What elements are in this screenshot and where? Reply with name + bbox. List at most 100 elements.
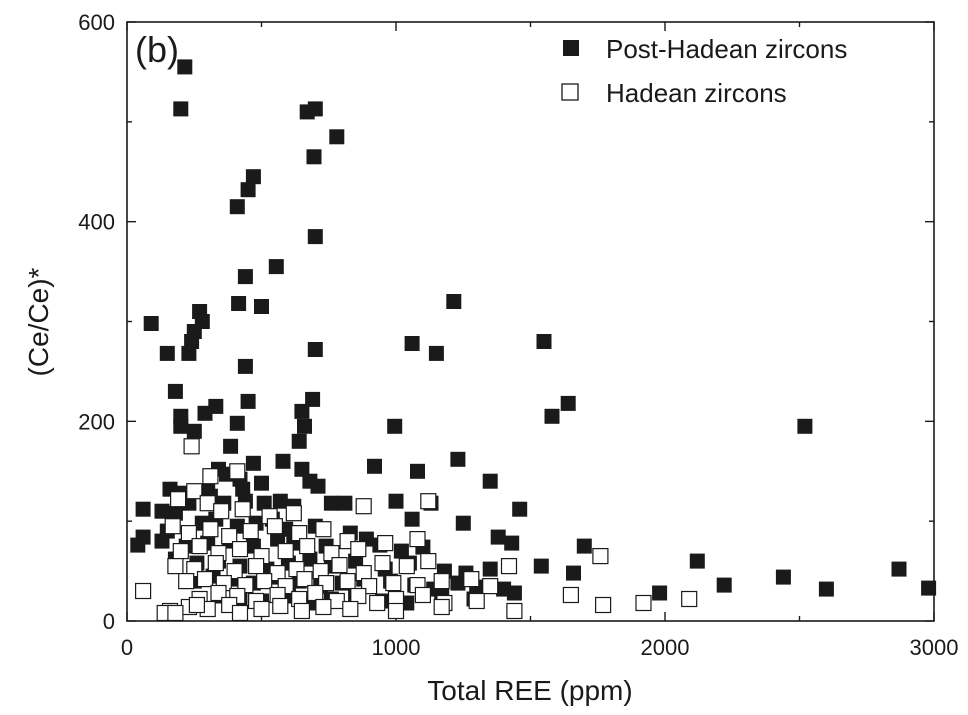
axis-tick-labels: 0 1000 2000 3000 0 200 400 600 [78, 10, 958, 660]
point-hadean [592, 547, 609, 565]
point-hadean [180, 524, 197, 542]
point-hadean [433, 598, 450, 616]
point-hadean [506, 602, 523, 620]
point-post-hadean [576, 538, 592, 554]
point-post-hadean [237, 358, 253, 374]
point-post-hadean [367, 458, 382, 474]
point-post-hadean [130, 537, 146, 553]
point-hadean [293, 602, 310, 620]
point-hadean [226, 562, 243, 580]
point-hadean [202, 468, 219, 485]
legend-label-hadean: Hadean zircons [606, 78, 787, 108]
point-post-hadean [305, 391, 321, 407]
point-post-hadean [652, 585, 668, 601]
point-post-hadean [716, 577, 732, 593]
point-post-hadean [245, 169, 261, 185]
panel-label: (b) [135, 29, 179, 70]
point-post-hadean [208, 398, 224, 414]
point-hadean [315, 598, 332, 616]
point-post-hadean [544, 408, 560, 424]
point-post-hadean [223, 438, 239, 454]
point-post-hadean [272, 493, 288, 509]
point-post-hadean [504, 535, 520, 551]
point-hadean [377, 534, 394, 552]
point-post-hadean [387, 418, 403, 434]
y-tick-label: 600 [78, 10, 115, 35]
point-hadean [167, 604, 184, 622]
point-hadean [253, 600, 270, 618]
point-hadean [234, 501, 251, 518]
point-post-hadean [181, 345, 197, 361]
point-hadean [350, 540, 367, 558]
point-hadean [266, 518, 283, 535]
point-post-hadean [270, 531, 286, 547]
point-hadean [272, 597, 289, 615]
point-hadean [202, 521, 219, 538]
point-post-hadean [329, 129, 345, 145]
point-post-hadean [323, 495, 339, 511]
point-post-hadean [388, 493, 404, 509]
point-post-hadean [348, 553, 364, 569]
point-post-hadean [192, 304, 208, 319]
point-post-hadean [159, 345, 175, 361]
point-post-hadean [254, 475, 269, 491]
point-post-hadean [154, 533, 170, 549]
point-hadean [178, 572, 195, 590]
point-post-hadean [428, 345, 444, 361]
x-axis-label: Total REE (ppm) [427, 675, 632, 706]
point-post-hadean [490, 529, 506, 545]
point-post-hadean [307, 229, 323, 245]
point-hadean [420, 552, 437, 570]
point-post-hadean [143, 316, 159, 331]
point-post-hadean [404, 511, 420, 527]
point-post-hadean [410, 463, 425, 479]
point-post-hadean [302, 551, 318, 567]
point-hadean [221, 527, 238, 545]
point-post-hadean [231, 296, 247, 311]
point-hadean [229, 463, 246, 480]
point-hadean [188, 596, 205, 614]
point-hadean [355, 498, 372, 515]
point-hadean [248, 557, 265, 575]
point-hadean [339, 572, 356, 590]
point-post-hadean [450, 575, 466, 591]
y-tick-label: 400 [78, 210, 115, 235]
point-hadean [369, 594, 386, 612]
point-post-hadean [297, 418, 312, 434]
point-hadean [385, 574, 402, 592]
point-post-hadean [775, 569, 791, 585]
point-hadean [164, 518, 181, 535]
point-hadean [299, 537, 316, 555]
point-post-hadean [533, 558, 549, 574]
point-hadean [387, 602, 405, 620]
point-hadean [296, 570, 313, 588]
point-post-hadean [818, 581, 834, 597]
point-post-hadean [307, 342, 323, 357]
point-post-hadean [482, 561, 498, 577]
point-hadean [191, 537, 208, 555]
point-hadean [277, 542, 294, 560]
point-post-hadean [891, 561, 907, 577]
point-post-hadean [254, 299, 269, 314]
point-post-hadean [306, 149, 322, 165]
point-post-hadean [450, 451, 466, 467]
point-post-hadean [268, 259, 284, 275]
legend-marker-hadean [561, 83, 579, 101]
point-post-hadean [245, 455, 261, 471]
point-hadean [500, 557, 518, 575]
point-post-hadean [177, 59, 193, 75]
point-post-hadean [446, 294, 462, 309]
axis-ticks [126, 21, 935, 622]
point-hadean [170, 491, 187, 508]
point-hadean [328, 592, 345, 610]
point-hadean [315, 521, 332, 538]
point-hadean [681, 590, 698, 608]
point-post-hadean [256, 495, 272, 511]
point-post-hadean [173, 418, 189, 434]
point-hadean [135, 582, 152, 600]
point-hadean [183, 438, 200, 455]
point-hadean [420, 493, 437, 510]
point-post-hadean [455, 515, 471, 531]
point-hadean [256, 572, 273, 590]
